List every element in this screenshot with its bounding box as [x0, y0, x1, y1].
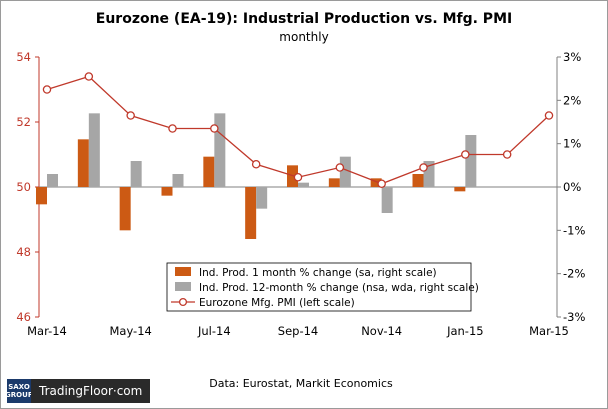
left-axis-tick-label: 48	[16, 245, 31, 259]
x-axis-tick-label: Mar-14	[27, 324, 67, 338]
saxo-logo-line2: GROUP	[5, 391, 33, 399]
right-axis-tick-label: -1%	[563, 223, 585, 237]
x-axis-tick-label: Sep-14	[278, 324, 318, 338]
bar-yoy	[298, 182, 309, 187]
bar-yoy	[130, 161, 142, 187]
bar-yoy	[47, 174, 58, 187]
pmi-point	[419, 163, 428, 172]
bar-mom	[245, 187, 257, 239]
pmi-point	[461, 150, 470, 159]
bar-yoy	[465, 135, 477, 187]
tradingfloor-logo: TradingFloor·com	[31, 379, 151, 403]
bar-mom	[454, 187, 466, 192]
bar-yoy	[381, 187, 393, 213]
legend-label: Eurozone Mfg. PMI (left scale)	[199, 297, 355, 309]
chart-subtitle: monthly	[279, 30, 328, 44]
bar-mom	[161, 187, 173, 196]
left-axis-tick-label: 54	[16, 50, 31, 64]
bar-mom	[412, 174, 424, 187]
legend-label: Ind. Prod. 12-month % change (nsa, wda, …	[199, 282, 479, 294]
pmi-point	[544, 111, 554, 120]
legend-swatch	[175, 267, 191, 276]
saxo-logo: SAXO GROUP	[5, 379, 33, 403]
right-axis-tick-label: -2%	[563, 267, 585, 281]
bar-yoy	[214, 113, 226, 187]
source-note: Data: Eurostat, Markit Economics	[209, 377, 393, 390]
bar-mom	[203, 156, 215, 187]
left-axis-tick-label: 52	[16, 115, 31, 129]
pmi-point	[42, 85, 52, 94]
left-axis-tick-label: 46	[16, 310, 31, 324]
pmi-point	[168, 124, 177, 133]
right-axis-tick-label: 3%	[563, 50, 581, 64]
pmi-point	[84, 72, 94, 81]
bar-mom	[119, 187, 131, 231]
pmi-point	[126, 111, 135, 120]
pmi-point	[210, 124, 219, 133]
x-axis-tick-label: Jul-14	[197, 324, 231, 338]
x-axis-tick-label: Jan-15	[446, 324, 484, 338]
legend-swatch-marker	[178, 297, 188, 307]
right-axis-tick-label: 1%	[563, 137, 581, 151]
right-axis-tick-label: 2%	[563, 93, 581, 107]
pmi-point	[377, 179, 386, 188]
pmi-point	[502, 150, 512, 159]
chart-title: Eurozone (EA-19): Industrial Production …	[96, 11, 512, 27]
bar-mom	[328, 178, 340, 187]
right-axis-tick-label: 0%	[563, 180, 581, 194]
pmi-point	[251, 159, 261, 169]
x-axis-tick-label: Mar-15	[529, 324, 569, 338]
pmi-point	[335, 163, 345, 172]
x-axis-tick-label: Nov-14	[361, 324, 402, 338]
saxo-logo-line1: SAXO	[8, 383, 30, 391]
legend-swatch	[175, 282, 191, 291]
bar-mom	[370, 178, 382, 187]
plot-area: 46 48 50 52 54 -3% -2% -1% 0% 1% 2% 3% Mar-14 May-14 J…	[16, 50, 585, 338]
bar-yoy	[256, 187, 268, 209]
legend: Ind. Prod. 1 month % change (sa, right s…	[166, 262, 479, 312]
bar-yoy	[339, 156, 351, 187]
bar-yoy	[172, 174, 184, 187]
bar-mom	[36, 187, 47, 205]
bar-yoy	[88, 113, 100, 187]
pmi-point	[293, 172, 303, 182]
bar-yoy	[423, 161, 435, 187]
legend-label: Ind. Prod. 1 month % change (sa, right s…	[199, 267, 437, 279]
legend-box	[166, 262, 472, 312]
right-axis-tick-label: -3%	[563, 310, 585, 324]
bar-mom	[77, 139, 89, 187]
left-axis-tick-label: 50	[16, 180, 31, 194]
brand-logo: SAXO GROUP TradingFloor·com	[5, 379, 151, 403]
x-axis-tick-label: May-14	[109, 324, 151, 338]
